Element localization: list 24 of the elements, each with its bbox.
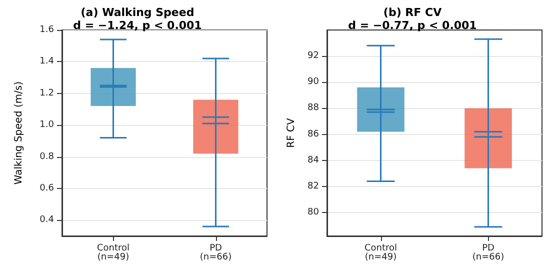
y-tick-label: 80 (308, 208, 320, 218)
chart-subtitle: d = −1.24, p < 0.001 (73, 19, 202, 32)
y-tick-label: 0.8 (40, 152, 54, 162)
chart-title: (a) Walking Speed (80, 6, 194, 19)
y-tick-label: 1.2 (40, 88, 54, 98)
y-tick-label: 90 (308, 77, 320, 88)
y-tick-label: 0.4 (40, 215, 54, 226)
x-tick-label: Control (n=49) (96, 244, 130, 262)
y-tick-label: 82 (308, 181, 319, 192)
x-tick-label: PD (n=66) (472, 244, 504, 262)
y-tick-label: 86 (308, 129, 320, 140)
y-axis-title: Walking Speed (m/s) (14, 81, 24, 185)
y-tick-label: 1.0 (40, 120, 54, 130)
y-tick-label: 84 (308, 155, 320, 166)
chart-title: (b) RF CV (383, 6, 442, 19)
y-tick-label: 92 (308, 51, 319, 62)
y-tick-label: 88 (308, 103, 320, 114)
y-axis-title: RF CV (286, 118, 298, 148)
x-tick-label: PD (n=66) (200, 244, 232, 262)
x-tick-label: Control (n=49) (364, 244, 398, 262)
y-tick-label: 1.4 (40, 56, 54, 67)
y-tick-label: 0.6 (40, 183, 54, 194)
chart-subtitle: d = −0.77, p < 0.001 (348, 19, 477, 32)
y-tick-label: 1.6 (40, 25, 54, 35)
